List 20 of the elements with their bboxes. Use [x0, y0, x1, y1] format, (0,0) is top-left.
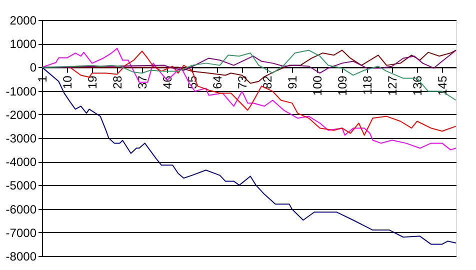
y-tick-label: -2000	[6, 108, 37, 122]
y-tick-label: 0	[30, 60, 37, 75]
x-tick-label: 46	[160, 75, 175, 90]
y-tick-label: 1000	[10, 37, 37, 52]
y-tick-label: -6000	[6, 202, 37, 216]
y-tick-label: -3000	[6, 132, 37, 146]
y-tick-label: -1000	[6, 84, 37, 98]
y-tick-label: -7000	[6, 226, 37, 240]
x-tick-label: 37	[136, 75, 150, 90]
x-tick-label: 10	[60, 75, 75, 90]
x-tick-label: 82	[260, 75, 275, 90]
x-tick-label: 28	[110, 75, 125, 90]
x-tick-label: 64	[210, 75, 225, 90]
y-tick-label: -4000	[6, 155, 37, 170]
x-tick-label: 91	[286, 75, 300, 90]
y-tick-label: -5000	[6, 178, 37, 193]
x-tick-label: 73	[236, 75, 250, 90]
y-tick-label: -8000	[6, 250, 37, 264]
x-tick-label: 19	[86, 75, 100, 90]
y-tick-label: 2000	[10, 14, 37, 28]
